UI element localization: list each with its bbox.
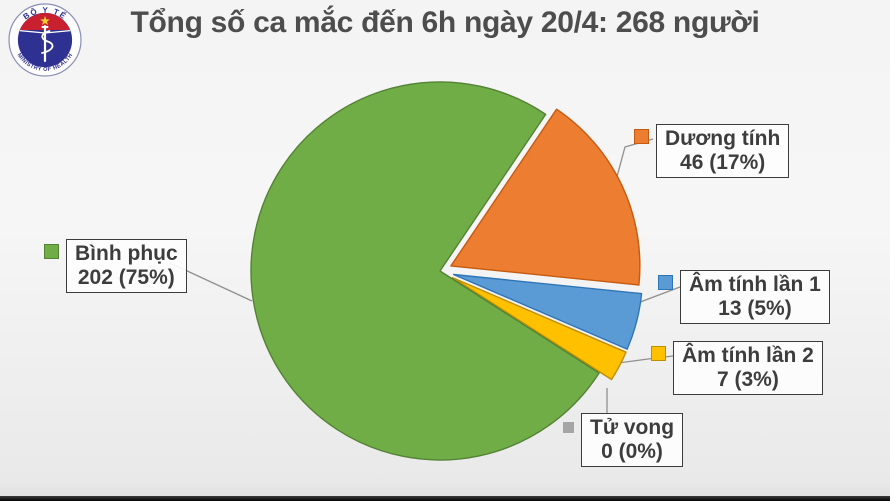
legend-box-am-tinh-lan-1: Âm tính lần 1 13 (5%) xyxy=(680,270,830,324)
pie-slice-2 xyxy=(452,273,643,350)
chart-title: Tổng số ca mắc đến 6h ngày 20/4: 268 ngư… xyxy=(130,6,760,39)
pie-slice-0 xyxy=(250,81,600,461)
legend-value: 7 (3%) xyxy=(717,368,779,391)
legend-box-binh-phuc: Bình phục 202 (75%) xyxy=(66,239,187,293)
legend-swatch-tu-vong xyxy=(563,422,574,433)
star-icon xyxy=(40,16,50,26)
bottom-letterbox-bar xyxy=(0,496,890,501)
pie-slice-1 xyxy=(450,108,641,286)
legend-label: Dương tính xyxy=(665,127,781,150)
legend-am-tinh-lan-1: Âm tính lần 1 13 (5%) xyxy=(658,270,830,324)
legend-value: 13 (5%) xyxy=(718,297,792,320)
legend-label: Âm tính lần 1 xyxy=(689,273,821,296)
legend-am-tinh-lan-2: Âm tính lần 2 7 (3%) xyxy=(651,341,823,395)
legend-tu-vong: Tử vong 0 (0%) xyxy=(563,413,684,467)
legend-value: 0 (0%) xyxy=(601,440,663,463)
ministry-of-health-logo: BỘ Y TẾ MINISTRY OF HEALTH xyxy=(8,3,82,77)
legend-binh-phuc: Bình phục 202 (75%) xyxy=(44,239,187,293)
staff-crossbar xyxy=(41,26,49,28)
snake-icon xyxy=(41,30,54,54)
legend-duong-tinh: Dương tính 46 (17%) xyxy=(634,124,790,178)
legend-box-am-tinh-lan-2: Âm tính lần 2 7 (3%) xyxy=(673,341,823,395)
legend-swatch-binh-phuc xyxy=(44,244,59,259)
pie-slice-3 xyxy=(451,276,627,381)
legend-swatch-am-tinh-lan-1 xyxy=(658,275,673,290)
legend-value: 202 (75%) xyxy=(77,266,175,289)
legend-swatch-am-tinh-lan-2 xyxy=(651,346,666,361)
pie-slices xyxy=(250,81,643,461)
legend-label: Bình phục xyxy=(75,242,178,265)
legend-box-duong-tinh: Dương tính 46 (17%) xyxy=(656,124,790,178)
legend-value: 46 (17%) xyxy=(680,151,766,174)
legend-box-tu-vong: Tử vong 0 (0%) xyxy=(581,413,684,467)
legend-label: Âm tính lần 2 xyxy=(682,344,814,367)
legend-label: Tử vong xyxy=(590,416,675,439)
legend-swatch-duong-tinh xyxy=(634,129,649,144)
